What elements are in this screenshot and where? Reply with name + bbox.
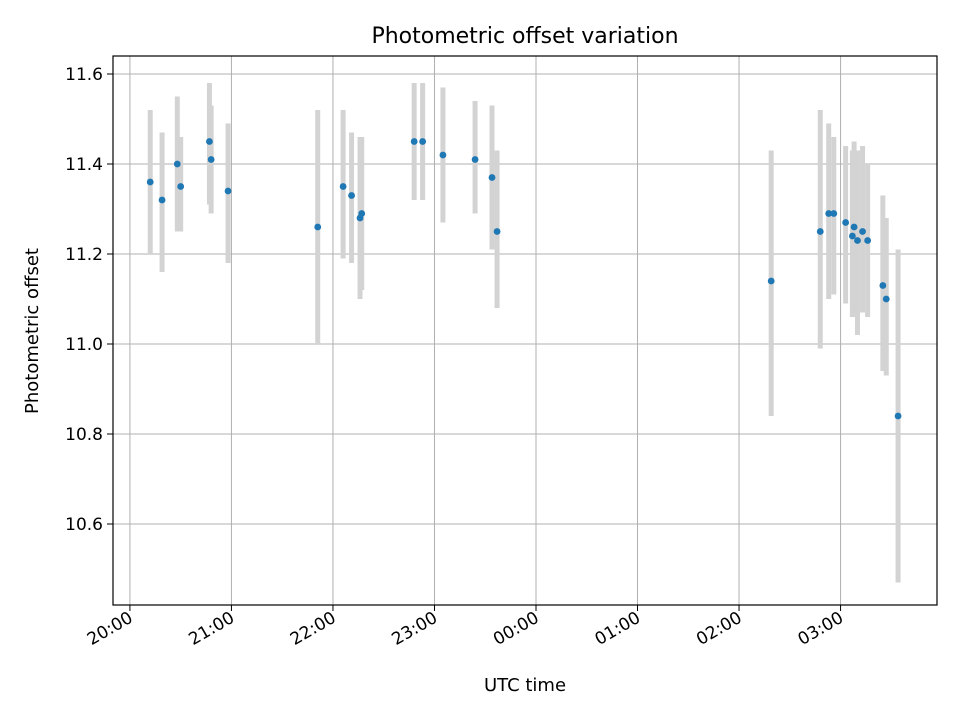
y-tick-label: 11.0 — [65, 335, 103, 355]
data-point — [173, 160, 181, 168]
data-points — [146, 138, 902, 420]
data-point — [146, 178, 154, 186]
data-point — [471, 156, 479, 163]
data-point — [854, 237, 861, 244]
data-point — [894, 412, 902, 420]
data-point — [177, 183, 185, 190]
plot-frame — [112, 55, 938, 606]
data-point — [849, 232, 856, 240]
y-tick-label: 11.2 — [65, 245, 103, 265]
data-point — [158, 196, 166, 204]
grid — [113, 56, 937, 605]
chart-title: Photometric offset variation — [371, 24, 678, 49]
data-point — [825, 210, 833, 217]
x-tick-label: 00:00 — [490, 608, 542, 650]
data-point — [859, 228, 866, 235]
x-tick-label: 21:00 — [186, 608, 238, 650]
data-point — [830, 210, 838, 217]
data-point — [879, 282, 887, 289]
data-point — [488, 174, 496, 181]
x-tick-label: 01:00 — [592, 608, 644, 650]
data-point — [358, 210, 366, 217]
y-tick-label: 11.4 — [65, 155, 103, 175]
x-tick-label: 03:00 — [795, 608, 847, 650]
x-axis-label: UTC time — [484, 675, 566, 696]
data-point — [816, 228, 824, 235]
data-point — [439, 151, 447, 159]
data-point — [493, 228, 501, 235]
y-tick-label: 10.8 — [65, 425, 103, 445]
data-point — [419, 138, 427, 145]
data-point — [850, 223, 858, 231]
data-point — [206, 138, 213, 145]
data-point — [864, 237, 872, 244]
data-point — [207, 156, 215, 163]
data-point — [348, 192, 355, 199]
x-tick-label: 02:00 — [693, 608, 745, 650]
data-point — [882, 295, 890, 303]
data-point — [767, 277, 775, 285]
y-tick-label: 10.6 — [65, 515, 103, 535]
y-tick-label: 11.6 — [65, 65, 103, 85]
x-tick-label: 20:00 — [84, 608, 136, 650]
error-bars — [147, 83, 901, 583]
data-point — [842, 219, 850, 226]
x-tick-label: 23:00 — [389, 608, 441, 650]
y-axis-label: Photometric offset — [22, 248, 43, 414]
data-point — [224, 187, 232, 195]
data-point — [339, 183, 347, 190]
data-point — [314, 223, 322, 231]
data-point — [410, 138, 418, 145]
x-tick-label: 22:00 — [287, 608, 339, 650]
